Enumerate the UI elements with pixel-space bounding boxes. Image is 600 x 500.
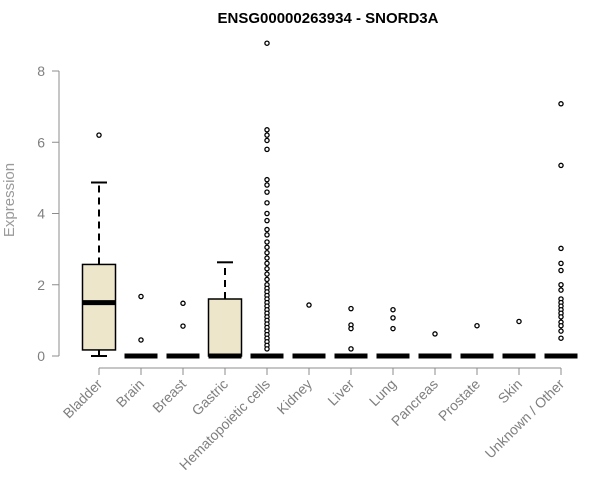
outlier-point [390, 306, 396, 313]
outlier-point [516, 318, 522, 325]
box-liver [334, 305, 368, 359]
outlier-point [558, 162, 564, 169]
box-kidney [292, 302, 326, 359]
x-tick-label: Bladder [60, 376, 106, 422]
outlier-point [390, 315, 396, 321]
y-tick-label: 6 [37, 134, 45, 150]
chart-title: ENSG00000263934 - SNORD3A [218, 10, 439, 27]
outlier-point [264, 249, 270, 256]
y-tick-label: 0 [37, 348, 45, 364]
box-brain [124, 293, 158, 359]
outlier-point [264, 217, 270, 224]
x-tick-label: Breast [149, 376, 189, 416]
outlier-point [180, 323, 186, 329]
outlier-point [474, 322, 480, 329]
outlier-point [264, 244, 270, 251]
x-tick-label: Liver [324, 376, 357, 409]
box-skin [502, 318, 536, 359]
outlier-point [180, 300, 186, 307]
outlier-point [264, 346, 270, 352]
outlier-point [264, 137, 270, 144]
x-tick-label: Unknown / Other [482, 376, 568, 462]
box-lung [376, 306, 410, 359]
outlier-point [348, 305, 354, 312]
outlier-point [264, 271, 270, 277]
box-unknown-other [544, 101, 578, 359]
outlier-point [264, 255, 270, 261]
outlier-point [558, 101, 564, 107]
x-tick-label: Prostate [435, 376, 483, 424]
box-iqr [207, 298, 243, 357]
box-hematopoietic-cells [250, 40, 284, 359]
x-tick-label: Brain [113, 376, 147, 410]
outlier-point [348, 325, 354, 332]
outlier-point [348, 346, 354, 352]
y-axis: 0 2 4 6 8 [37, 63, 60, 364]
outlier-point [264, 200, 270, 206]
outlier-point [264, 176, 270, 183]
outlier-point [264, 132, 270, 138]
x-tick-label: Pancreas [388, 376, 441, 429]
outlier-point [264, 189, 270, 195]
outlier-point [264, 182, 270, 188]
y-tick-label: 2 [37, 277, 45, 293]
outlier-point [96, 132, 102, 138]
outlier-point [558, 328, 564, 334]
outlier-point [264, 40, 270, 46]
outlier-point [264, 260, 270, 267]
outlier-point [432, 331, 438, 337]
outlier-point [558, 245, 564, 252]
outlier-point [138, 293, 144, 300]
outlier-point [264, 146, 270, 153]
y-tick-label: 4 [37, 206, 45, 222]
outlier-point [558, 314, 564, 320]
outlier-point [306, 302, 312, 308]
outlier-point [558, 322, 564, 329]
box-pancreas [418, 331, 452, 359]
outlier-point [390, 325, 396, 332]
outlier-point [558, 260, 564, 267]
box-breast [166, 300, 200, 359]
outlier-point [264, 239, 270, 245]
outlier-point [264, 226, 270, 233]
outlier-point [558, 281, 564, 288]
outlier-point [138, 337, 144, 343]
outlier-point [558, 335, 564, 341]
boxes-layer [81, 40, 578, 359]
outlier-point [264, 265, 270, 272]
box-bladder [81, 132, 117, 357]
outlier-point [264, 276, 270, 283]
outlier-point [558, 267, 564, 274]
x-tick-label: Lung [366, 376, 399, 409]
box-prostate [460, 322, 494, 359]
outlier-point [264, 127, 270, 133]
box-gastric [207, 261, 243, 359]
outlier-point [264, 232, 270, 238]
outlier-point [558, 287, 564, 293]
y-axis-label: Expression [1, 163, 18, 237]
outlier-point [264, 210, 270, 217]
x-tick-label: Skin [495, 376, 526, 407]
y-tick-label: 8 [37, 63, 45, 79]
x-tick-label: Kidney [274, 376, 316, 418]
box-iqr [81, 263, 117, 351]
